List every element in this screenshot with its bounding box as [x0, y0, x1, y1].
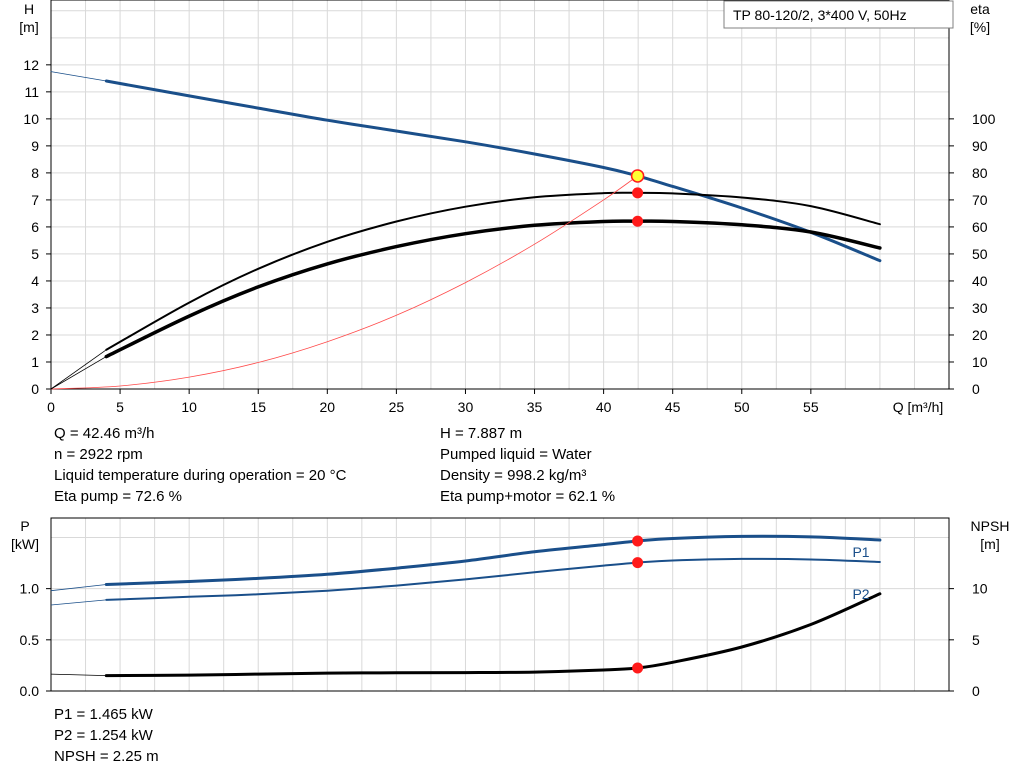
info-eta-pump-motor: Eta pump+motor = 62.1 % [440, 488, 616, 505]
info-pumped-liquid: Pumped liquid = Water [440, 446, 592, 463]
y-tick-label-left: 0 [31, 381, 39, 397]
plot-frame [50, 517, 950, 692]
curve-p1 [104, 534, 882, 586]
info-npsh: NPSH = 2.25 m [54, 748, 159, 765]
y-tick-label-right: 100 [972, 111, 996, 127]
x-tick-label: 10 [181, 399, 197, 415]
y-tick-label-right: 70 [972, 192, 988, 208]
y-tick-label-left: 3 [31, 300, 39, 316]
y-tick-label-left: 9 [31, 138, 39, 154]
y-tick-label-left: 1.0 [20, 581, 40, 597]
y-tick-label-right: 50 [972, 246, 988, 262]
y-tick-label-left: 10 [23, 111, 39, 127]
x-tick-label: 45 [665, 399, 681, 415]
operating-point-p2 [632, 557, 644, 569]
info-eta-pump: Eta pump = 72.6 % [54, 488, 182, 505]
y-tick-label-left: 1 [31, 354, 39, 370]
y-tick-label-left: 0.0 [20, 683, 40, 699]
y-tick-label-right: 40 [972, 273, 988, 289]
y-tick-label-left: 11 [24, 84, 39, 100]
y-tick-label-right: 30 [972, 300, 988, 316]
info-q: Q = 42.46 m³/h [54, 425, 155, 442]
curve-npsh-extension [50, 673, 107, 677]
curve-p1-extension [50, 584, 107, 592]
x-tick-label: 35 [527, 399, 543, 415]
y-axis-unit-right: [%] [970, 19, 990, 35]
x-tick-label: 40 [596, 399, 612, 415]
series-label-p2: P2 [852, 586, 869, 602]
curve-p2 [105, 557, 881, 601]
info-p2: P2 = 1.254 kW [54, 727, 153, 744]
operating-point-eta-pump-motor [632, 215, 644, 227]
curve-eta-pump-extension [50, 349, 107, 390]
y-axis-unit-left: [m] [19, 19, 38, 35]
x-tick-label: 15 [250, 399, 266, 415]
y-tick-label-right: 5 [972, 632, 980, 648]
plot-frame [50, 0, 950, 390]
curve-system-curve [50, 175, 638, 390]
y-axis-title-left: P [20, 518, 29, 534]
y-tick-label-right: 10 [972, 354, 988, 370]
info-p1: P1 = 1.465 kW [54, 706, 153, 723]
x-axis-title: Q [m³/h] [893, 399, 944, 415]
y-tick-label-left: 6 [31, 219, 39, 235]
y-tick-label-left: 0.5 [20, 632, 40, 648]
operating-point-eta-pump [632, 187, 644, 199]
y-tick-label-right: 90 [972, 138, 988, 154]
curve-eta-pump-motor [104, 219, 882, 359]
y-axis-unit-right: [m] [980, 536, 999, 552]
info-density: Density = 998.2 kg/m³ [440, 467, 587, 484]
y-tick-label-right: 10 [972, 581, 988, 597]
upper-chart: 0 5 10 15 20 25 30 35 40 45 50 55012345678910111201… [19, 0, 996, 415]
x-tick-label: 5 [116, 399, 124, 415]
title-box [723, 0, 954, 29]
x-tick-label: 50 [734, 399, 750, 415]
y-tick-label-right: 60 [972, 219, 988, 235]
y-axis-title-left: H [24, 1, 34, 17]
y-tick-label-right: 0 [972, 683, 980, 699]
lower-chart: 0.0 0.5 1.0 0 5 10 P [kW] NPSH [m] P1 P2 [11, 517, 1010, 699]
y-tick-label-right: 80 [972, 165, 988, 181]
y-tick-label-left: 12 [23, 57, 39, 73]
y-axis-title-right: NPSH [971, 518, 1010, 534]
operating-point-p1 [632, 535, 644, 547]
curve-eta-pump [105, 191, 881, 351]
curve-eta-pump-motor-extension [50, 356, 107, 390]
x-tick-label: 0 [47, 399, 55, 415]
curve-p2-extension [50, 599, 107, 606]
x-tick-label: 25 [389, 399, 405, 415]
curve-npsh [104, 592, 882, 678]
y-axis-title-right: eta [970, 1, 990, 17]
y-axis-unit-left: [kW] [11, 536, 39, 552]
x-tick-label: 55 [803, 399, 819, 415]
y-tick-label-left: 7 [31, 192, 39, 208]
y-tick-label-left: 5 [31, 246, 39, 262]
y-tick-label-right: 0 [972, 381, 980, 397]
y-tick-label-left: 2 [31, 327, 39, 343]
y-tick-label-left: 4 [31, 273, 39, 289]
x-tick-label: 20 [320, 399, 336, 415]
info-speed: n = 2922 rpm [54, 446, 143, 463]
operating-point-npsh [632, 662, 644, 674]
y-tick-label-right: 20 [972, 327, 988, 343]
curve-head [104, 79, 882, 263]
series-label-p1: P1 [852, 544, 869, 560]
curve-head-extension [50, 71, 107, 82]
info-liquid-temperature: Liquid temperature during operation = 20… [54, 467, 347, 484]
y-tick-label-left: 8 [31, 165, 39, 181]
operating-point-head [630, 169, 645, 183]
chart-title: TP 80-120/2, 3*400 V, 50Hz [733, 7, 907, 23]
x-tick-label: 30 [458, 399, 474, 415]
info-head: H = 7.887 m [440, 425, 523, 442]
